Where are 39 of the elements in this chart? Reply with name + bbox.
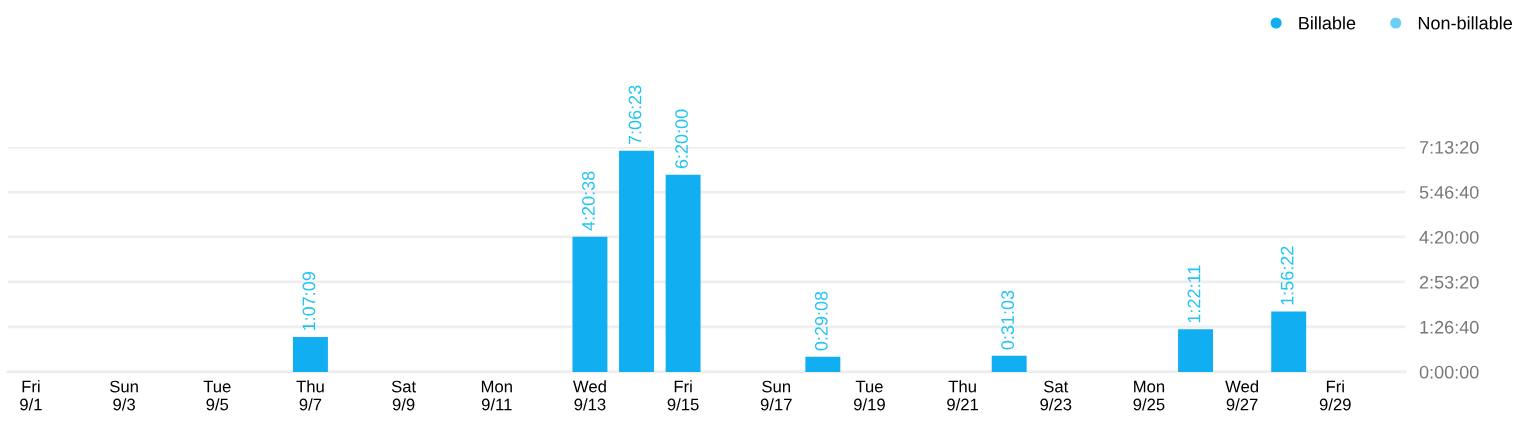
data-label: 1:56:22 — [1280, 246, 1294, 305]
data-label: 6:20:00 — [675, 109, 688, 169]
y-tick-label: 5:46:40 — [1419, 185, 1479, 199]
x-tick-label: Sun 9/17 — [760, 380, 792, 411]
y-tick-label: 7:13:20 — [1419, 140, 1479, 154]
x-tick-label: Wed 9/27 — [1225, 380, 1259, 411]
x-tick-label: Fri 9/29 — [1319, 380, 1351, 411]
legend-label: Billable — [1299, 16, 1356, 30]
data-label: 1:07:09 — [302, 272, 316, 331]
x-tick-label: Thu 9/21 — [947, 380, 979, 411]
bar — [1178, 329, 1213, 372]
x-tick-label: Thu 9/7 — [296, 380, 324, 411]
data-label: 7:06:23 — [628, 85, 642, 145]
bar — [665, 174, 701, 372]
data-label: 0:31:03 — [1001, 290, 1015, 350]
data-label: 4:20:38 — [582, 171, 595, 231]
bar — [619, 150, 654, 372]
data-label: 0:29:08 — [814, 291, 828, 351]
x-tick-label: Sat 9/9 — [391, 380, 416, 411]
data-label: 1:22:11 — [1187, 265, 1201, 323]
bar — [805, 356, 841, 372]
bar — [991, 355, 1027, 372]
y-tick-label: 2:53:20 — [1419, 275, 1479, 289]
y-tick-label: 1:26:40 — [1420, 320, 1479, 334]
bar — [292, 337, 328, 372]
y-tick-label: 0:00:00 — [1419, 365, 1479, 379]
x-tick-label: Sun 9/3 — [110, 380, 138, 411]
x-tick-label: Sat 9/23 — [1040, 380, 1072, 411]
bar — [572, 236, 608, 372]
legend-label: Non-billable — [1418, 16, 1512, 30]
x-tick-label: Fri 9/15 — [667, 380, 699, 411]
bar — [1271, 311, 1307, 372]
x-tick-label: Tue 9/5 — [203, 380, 231, 411]
y-tick-label: 4:20:00 — [1419, 230, 1479, 244]
x-tick-label: Mon 9/11 — [481, 380, 512, 411]
x-tick-label: Mon 9/25 — [1133, 380, 1165, 411]
x-tick-label: Wed 9/13 — [573, 380, 606, 411]
x-tick-label: Fri 9/1 — [20, 380, 42, 411]
x-tick-label: Tue 9/19 — [854, 380, 885, 411]
